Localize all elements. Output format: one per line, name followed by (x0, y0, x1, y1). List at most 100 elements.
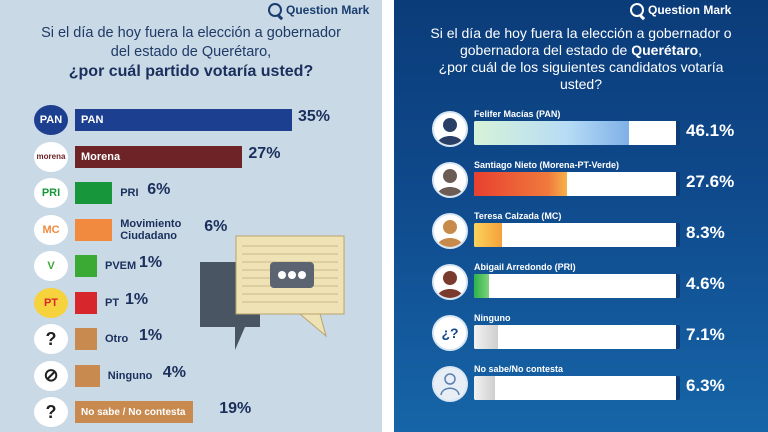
morena-candidate-avatar (432, 162, 468, 198)
otro-logo-icon: ? (34, 324, 68, 354)
party-row-pri: PRI PRI 6% (0, 177, 382, 209)
question-mark-logo-icon (630, 3, 644, 17)
ninguno-logo-icon: ⊘ (34, 360, 68, 391)
otro-value-label: 1% (139, 327, 163, 344)
candidate-row-mc: Teresa Calzada (MC) 8.3% (394, 211, 768, 255)
candidate-row-pri: Abigail Arredondo (PRI) 4.6% (394, 262, 768, 306)
pan-value-label: 46.1% (686, 121, 735, 140)
ninguno-value-label: 7.1% (686, 325, 725, 344)
otro-bar (75, 328, 97, 350)
speech-bubbles-illustration (200, 235, 345, 350)
pan-value-label: 35% (298, 108, 331, 125)
party-row-pvem: V PVEM 1% (0, 250, 382, 282)
left-brand: Question Mark (268, 3, 369, 17)
ninguno-bar (75, 364, 100, 387)
pri-candidate-avatar (432, 264, 468, 300)
ninguno-label: Ninguno (107, 369, 153, 382)
ninguno-bar (474, 325, 498, 349)
right-title-line3: ¿por cuál de los siguientes candidatos v… (438, 59, 724, 75)
otro-label: Otro (105, 333, 129, 345)
mc-bar (75, 218, 113, 241)
left-question: ¿por cuál partido votaría usted? (68, 63, 314, 80)
morena-logo-icon: morena (34, 141, 68, 172)
mc-label-line: Ciudadano (120, 229, 178, 242)
nosabe-value-label: 6.3% (686, 376, 725, 395)
left-title: Si el día de hoy fuera la elección a gob… (10, 24, 372, 82)
candidate-row-ninguno: ¿? Ninguno 7.1% (394, 313, 768, 357)
mc-bar (474, 223, 502, 247)
pan-bar-track (474, 121, 680, 145)
party-row-morena: morena Morena 27% (0, 141, 382, 173)
pri-label: PRI (120, 187, 139, 199)
mc-logo-icon: MC (34, 214, 68, 245)
ellipsis-dot (298, 271, 306, 279)
pvem-label: PVEM (105, 260, 137, 272)
pvem-bar (75, 255, 97, 277)
pan-bar: PAN (75, 109, 292, 131)
nosabe-bar-track (474, 376, 680, 400)
right-title-line2: gobernadora del estado de Querétaro, (459, 42, 703, 58)
pri-candidate-name: Abigail Arredondo (PRI) (474, 262, 576, 272)
party-row-pt: PT PT 1% (0, 287, 382, 319)
ninguno-value-label: 4% (162, 363, 186, 381)
pri-logo-icon: PRI (34, 178, 68, 208)
morena-label: Morena (81, 150, 121, 163)
pvem-logo-icon: V (34, 251, 68, 281)
pvem-value-label: 1% (139, 254, 163, 271)
party-row-pan: PAN PAN 35% (0, 104, 382, 136)
mc-label-line: Movimiento (120, 217, 182, 230)
ellipsis-dot (288, 271, 296, 279)
party-row-otro: ? Otro 1% (0, 323, 382, 355)
person-shrug-icon (432, 366, 468, 402)
nosabe-bar: No sabe / No contesta (75, 401, 193, 423)
left-brand-name: Question Mark (286, 3, 370, 17)
question-mark-logo-icon (268, 3, 282, 17)
pan-candidate-avatar (432, 111, 468, 147)
mc-value-label: 8.3% (686, 223, 725, 242)
morena-value-label: 27.6% (686, 172, 735, 191)
left-title-line2: del estado de Querétaro, (110, 44, 272, 60)
pri-value-label: 4.6% (686, 274, 725, 293)
pri-value-label: 6% (147, 181, 171, 198)
mc-candidate-name: Teresa Calzada (MC) (474, 211, 562, 221)
right-brand: Question Mark (630, 3, 731, 17)
pri-bar-track (474, 274, 680, 298)
mc-candidate-avatar (432, 213, 468, 249)
candidate-row-nosabe: No sabe/No contesta 6.3% (394, 364, 768, 408)
pri-bar (474, 274, 490, 298)
nosabe-value-label: 19% (219, 400, 252, 417)
morena-value-label: 27% (248, 144, 281, 162)
mc-bar-track (474, 223, 680, 247)
pri-bar (75, 182, 113, 204)
left-title-line1: Si el día de hoy fuera la elección a gob… (41, 25, 341, 41)
candidate-row-pan: Felifer Macías (PAN) 46.1% (394, 109, 768, 153)
right-title-line1: Si el día de hoy fuera la elección a gob… (430, 25, 732, 41)
pan-candidate-name: Felifer Macías (PAN) (474, 109, 561, 119)
ninguno-bar-track (474, 325, 680, 349)
newspaper-bubble-tail (298, 313, 327, 338)
pt-value-label: 1% (125, 290, 149, 308)
party-row-ninguno: ⊘ Ninguno 4% (0, 360, 382, 392)
nosabe-candidate-name: No sabe/No contesta (474, 364, 564, 374)
morena-bar: Morena (75, 145, 243, 168)
right-poll-panel: Question Mark Si el día de hoy fuera la … (394, 0, 768, 432)
pt-bar (75, 291, 97, 314)
morena-bar (474, 172, 567, 196)
morena-bar-track (474, 172, 680, 196)
nosabe-bar (474, 376, 496, 400)
party-row-nosabe: ? No sabe / No contesta 19% (0, 396, 382, 428)
left-poll-panel: Question Mark Si el día de hoy fuera la … (0, 0, 382, 432)
nosabe-logo-icon: ? (34, 397, 68, 427)
right-title-line4: usted? (559, 76, 603, 92)
candidate-row-morena: Santiago Nieto (Morena-PT-Verde) 27.6% (394, 160, 768, 204)
mc-label: Movimiento Ciudadano (120, 218, 181, 242)
pt-label: PT (105, 296, 120, 309)
pan-logo-icon: PAN (34, 105, 68, 135)
ellipsis-dot (278, 271, 286, 279)
pt-logo-icon: PT (34, 287, 68, 318)
morena-candidate-name: Santiago Nieto (Morena-PT-Verde) (474, 160, 620, 170)
pan-label: PAN (81, 114, 104, 126)
right-title: Si el día de hoy fuera la elección a gob… (402, 25, 760, 93)
ninguno-candidate-name: Ninguno (474, 313, 511, 323)
nosabe-label: No sabe / No contesta (81, 406, 186, 418)
